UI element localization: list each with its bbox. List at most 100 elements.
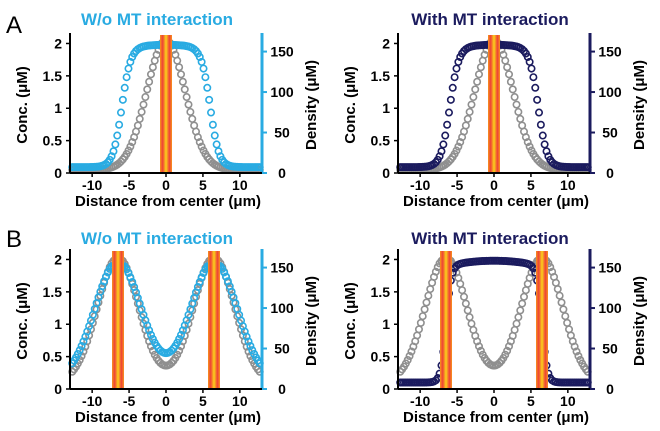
- x-tick-label: 10: [560, 177, 576, 193]
- data-point: [184, 100, 193, 109]
- data-point: [553, 285, 562, 294]
- data-point: [506, 77, 515, 86]
- data-point: [514, 313, 523, 322]
- y-tick-label-left: 1.5: [371, 68, 391, 84]
- data-point: [182, 93, 191, 102]
- x-axis-label: Distance from center (μm): [403, 193, 589, 210]
- data-point: [474, 70, 483, 79]
- data-point: [109, 147, 118, 156]
- panel-label-b: B: [6, 226, 22, 253]
- data-point: [508, 85, 517, 94]
- data-point: [531, 83, 540, 92]
- y-tick-label-right: 50: [274, 125, 290, 141]
- data-point: [444, 108, 453, 117]
- x-tick-label: 10: [232, 393, 248, 409]
- data-point: [551, 278, 560, 287]
- data-point: [495, 358, 504, 367]
- data-point: [527, 64, 536, 73]
- x-tick-label: 5: [527, 393, 535, 409]
- data-point: [207, 108, 216, 117]
- data-point: [75, 346, 84, 355]
- data-point: [139, 100, 148, 109]
- data-point: [201, 73, 210, 82]
- data-point: [167, 358, 176, 367]
- data-point: [414, 325, 423, 334]
- data-point: [516, 306, 525, 315]
- y-tick-label-left: 0: [382, 381, 390, 397]
- data-point: [450, 73, 459, 82]
- x-tick-label: -5: [451, 393, 464, 409]
- microtubule-band: [536, 251, 548, 389]
- chart-title: W/o MT interaction: [81, 229, 233, 248]
- data-point: [501, 350, 510, 359]
- data-point: [205, 95, 214, 104]
- data-point: [405, 351, 414, 360]
- data-point: [177, 330, 186, 339]
- data-point: [141, 93, 150, 102]
- y-tick-label-right: 100: [270, 300, 294, 316]
- data-point: [563, 318, 572, 327]
- y-tick-label-left: 1.5: [43, 68, 63, 84]
- data-point: [242, 332, 251, 341]
- x-tick-label: 10: [560, 393, 576, 409]
- data-point: [463, 114, 472, 123]
- data-point: [195, 138, 204, 147]
- x-tick-label: 10: [232, 177, 248, 193]
- y-tick-label-right: 50: [602, 125, 618, 141]
- data-point: [476, 346, 485, 355]
- x-tick-label: 5: [527, 177, 535, 193]
- data-point: [244, 337, 253, 346]
- microtubule-band: [488, 35, 500, 173]
- data-point: [467, 100, 476, 109]
- y-axis-label-left: Conc. (μM): [342, 66, 359, 144]
- x-tick-label: -5: [123, 393, 136, 409]
- chart-b-right: With MT interaction-10 -5 0 5 1000.511.52050…: [342, 229, 648, 426]
- x-axis-label: Distance from center (μm): [403, 409, 589, 426]
- y-axis-label-right: Density (μM): [303, 276, 320, 366]
- data-point: [437, 147, 446, 156]
- x-tick-label: -10: [410, 177, 430, 193]
- series-gray: [396, 256, 592, 376]
- y-tick-label-left: 1: [54, 100, 62, 116]
- data-point: [467, 319, 476, 328]
- data-point: [145, 77, 154, 86]
- data-point: [538, 131, 547, 140]
- data-point: [73, 349, 82, 358]
- data-point: [124, 269, 133, 278]
- data-point: [195, 277, 204, 286]
- data-point: [572, 347, 581, 356]
- data-point: [173, 56, 182, 65]
- data-point: [124, 146, 133, 155]
- data-point: [143, 85, 152, 94]
- data-point: [510, 325, 519, 334]
- y-tick-label-left: 2: [54, 251, 62, 267]
- x-tick-label: 0: [490, 177, 498, 193]
- data-point: [454, 142, 463, 151]
- data-point: [559, 305, 568, 314]
- data-point: [167, 346, 176, 355]
- panel-label-a: A: [6, 12, 22, 39]
- data-point: [143, 321, 152, 330]
- data-point: [512, 100, 521, 109]
- microtubule-band: [112, 251, 124, 389]
- y-tick-label-left: 0.5: [371, 349, 391, 365]
- data-point: [246, 341, 255, 350]
- data-point: [180, 85, 189, 94]
- y-tick-label-left: 1.5: [43, 284, 63, 300]
- data-point: [145, 326, 154, 335]
- x-tick-label: -10: [410, 393, 430, 409]
- y-tick-label-left: 1: [382, 100, 390, 116]
- data-point: [113, 131, 122, 140]
- y-tick-label-right: 100: [598, 84, 622, 100]
- y-axis-label-right: Density (μM): [631, 276, 648, 366]
- series-colored: [396, 256, 592, 387]
- data-point: [448, 83, 457, 92]
- data-point: [461, 299, 470, 308]
- y-tick-label-left: 0: [54, 165, 62, 181]
- data-point: [523, 138, 532, 147]
- y-tick-label-left: 1: [54, 316, 62, 332]
- data-point: [416, 318, 425, 327]
- chart-a-right: With MT interaction-10 -5 0 5 1000.511.52050…: [342, 10, 648, 210]
- data-point: [555, 291, 564, 300]
- data-point: [456, 279, 465, 288]
